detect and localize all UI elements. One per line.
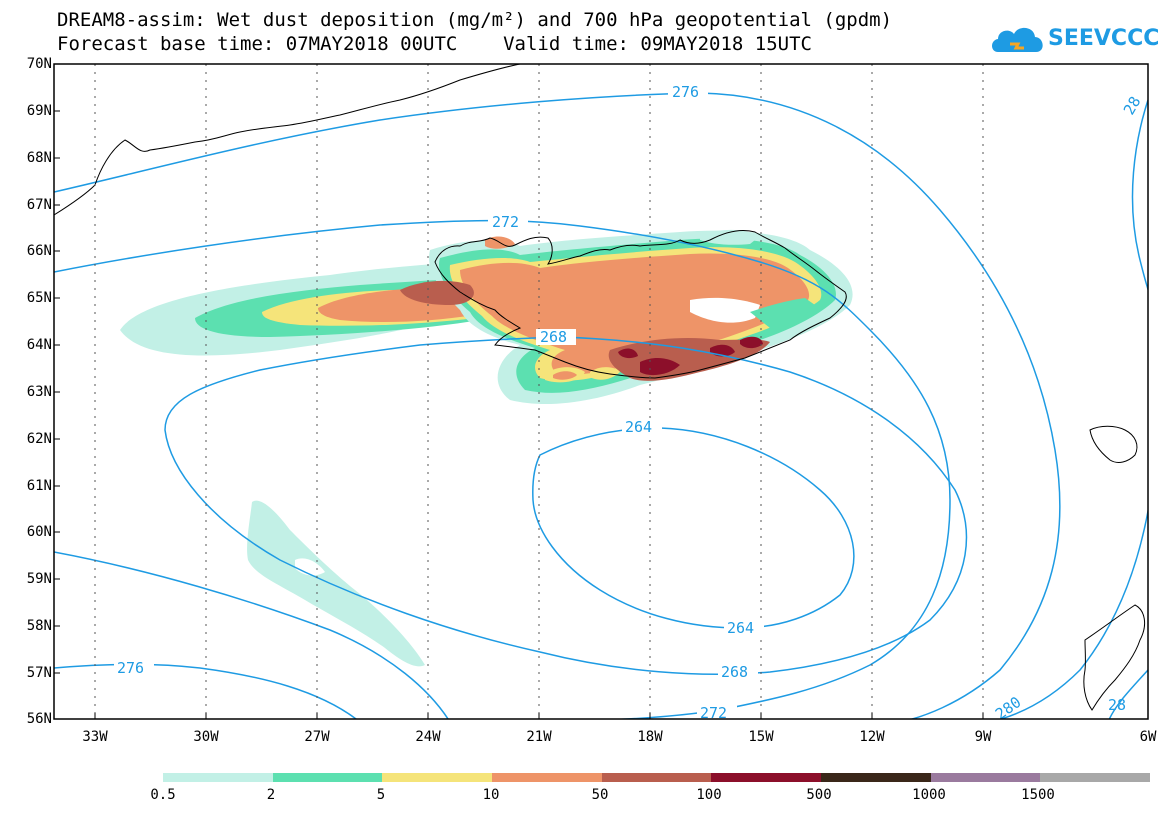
lat-label: 64N <box>26 337 52 353</box>
colorbar-label: 1500 <box>1021 787 1055 803</box>
label-28-right: 28 <box>1108 696 1126 714</box>
lon-label: 18W <box>637 729 663 745</box>
label-268-bot: 268 <box>721 663 748 681</box>
lon-label: 15W <box>748 729 774 745</box>
lon-label: 30W <box>193 729 219 745</box>
lat-label: 65N <box>26 290 52 306</box>
coastlines <box>54 64 1146 711</box>
colorbar-swatch-0 <box>163 773 273 782</box>
colorbar-label: 500 <box>806 787 832 803</box>
colorbar-swatch-7 <box>930 773 1041 782</box>
label-272-top: 272 <box>492 213 519 231</box>
title-line-1: DREAM8-assim: Wet dust deposition (mg/m²… <box>57 9 893 31</box>
colorbar-swatch-1 <box>272 773 383 782</box>
lat-label: 56N <box>26 711 52 727</box>
lat-label: 57N <box>26 665 52 681</box>
lat-label: 69N <box>26 103 52 119</box>
label-264-top: 264 <box>625 418 652 436</box>
lon-gridlines <box>94 64 984 719</box>
colorbar-label: 50 <box>591 787 609 803</box>
colorbar-swatch-3 <box>492 773 602 782</box>
colorbar-label: 5 <box>376 787 386 803</box>
dust-iceland <box>400 229 853 405</box>
lon-label: 21W <box>526 729 552 745</box>
label-272-bot: 272 <box>700 704 727 722</box>
colorbar-label: 10 <box>482 787 500 803</box>
lat-label: 66N <box>26 243 52 259</box>
lat-label: 68N <box>26 150 52 166</box>
colorbar-swatch-6 <box>821 773 931 782</box>
dust-patch-south <box>247 500 425 667</box>
label-276-left: 276 <box>117 659 144 677</box>
colorbar <box>163 773 1151 782</box>
dust-plume-west <box>120 262 480 356</box>
lon-label: 9W <box>974 729 992 745</box>
lon-label: 33W <box>82 729 108 745</box>
label-264-bot: 264 <box>727 619 754 637</box>
label-268-mid: 268 <box>540 328 567 346</box>
colorbar-label: 0.5 <box>150 787 176 803</box>
lon-label: 6W <box>1139 729 1157 745</box>
lat-label: 70N <box>26 56 52 72</box>
colorbar-swatch-4 <box>601 773 712 782</box>
colorbar-label: 100 <box>696 787 722 803</box>
colorbar-swatch-2 <box>382 773 493 782</box>
label-28-topright: 28 <box>1120 93 1145 118</box>
lon-label: 12W <box>859 729 885 745</box>
lon-label: 27W <box>304 729 330 745</box>
axis-ticks <box>54 63 984 719</box>
contour-labels: 276 272 268 264 264 268 272 276 280 28 2… <box>114 83 1144 723</box>
colorbar-label: 1000 <box>912 787 946 803</box>
label-276-top: 276 <box>672 83 699 101</box>
lat-label: 63N <box>26 384 52 400</box>
geopotential-contours <box>54 92 1148 719</box>
lat-label: 59N <box>26 571 52 587</box>
cloud-logo-icon <box>992 27 1043 52</box>
lat-label: 58N <box>26 618 52 634</box>
lat-label: 67N <box>26 197 52 213</box>
title-line-2: Forecast base time: 07MAY2018 00UTC Vali… <box>57 33 812 55</box>
logo-text: SEEVCCC <box>1048 26 1160 51</box>
lat-label: 60N <box>26 524 52 540</box>
lon-label: 24W <box>415 729 441 745</box>
seevccc-logo: SEEVCCC <box>990 20 1159 60</box>
lat-label: 61N <box>26 478 52 494</box>
colorbar-label: 2 <box>266 787 276 803</box>
colorbar-swatch-8 <box>1040 773 1151 782</box>
lat-label: 62N <box>26 431 52 447</box>
colorbar-swatch-5 <box>711 773 822 782</box>
